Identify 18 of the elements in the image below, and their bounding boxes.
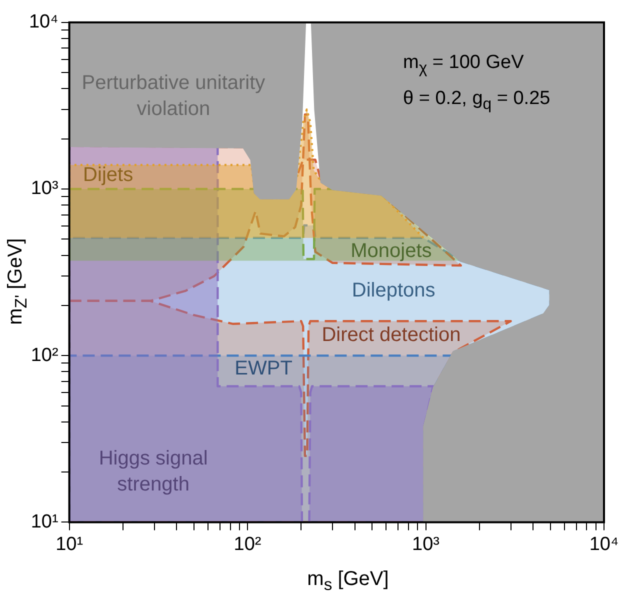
series-label: Dijets xyxy=(83,164,134,186)
series-label: Higgs signal strength xyxy=(98,448,208,496)
annotation: m$_{χ}$ = 100 GeV xyxy=(403,51,525,79)
x-axis-title: m$_{s}$ [GeV] xyxy=(306,568,390,595)
y-tick-label: 10³ xyxy=(30,178,58,200)
series-label: EWPT xyxy=(234,358,292,380)
x-tick-label: 10⁴ xyxy=(589,534,619,555)
y-tick-label: 10⁴ xyxy=(28,12,58,33)
series-label: Direct detection xyxy=(322,324,461,346)
y-tick-label: 10¹ xyxy=(30,511,58,532)
series-label: Dileptons xyxy=(352,279,436,302)
series-label: Perturbative unitarity violation xyxy=(82,72,266,120)
annotation: θ = 0.2, g$_{q}$ = 0.25 xyxy=(403,86,550,115)
y-tick-label: 10² xyxy=(30,344,58,366)
x-tick-label: 10³ xyxy=(412,534,440,555)
x-tick-label: 10¹ xyxy=(56,534,84,555)
series-label: Monojets xyxy=(350,240,432,262)
x-tick-label: 10² xyxy=(234,534,262,555)
